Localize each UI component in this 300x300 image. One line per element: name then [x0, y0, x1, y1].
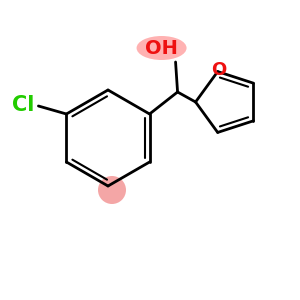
Text: O: O — [211, 61, 226, 79]
Text: OH: OH — [145, 38, 178, 58]
Ellipse shape — [136, 36, 187, 60]
Circle shape — [98, 176, 126, 204]
Text: Cl: Cl — [12, 95, 34, 115]
